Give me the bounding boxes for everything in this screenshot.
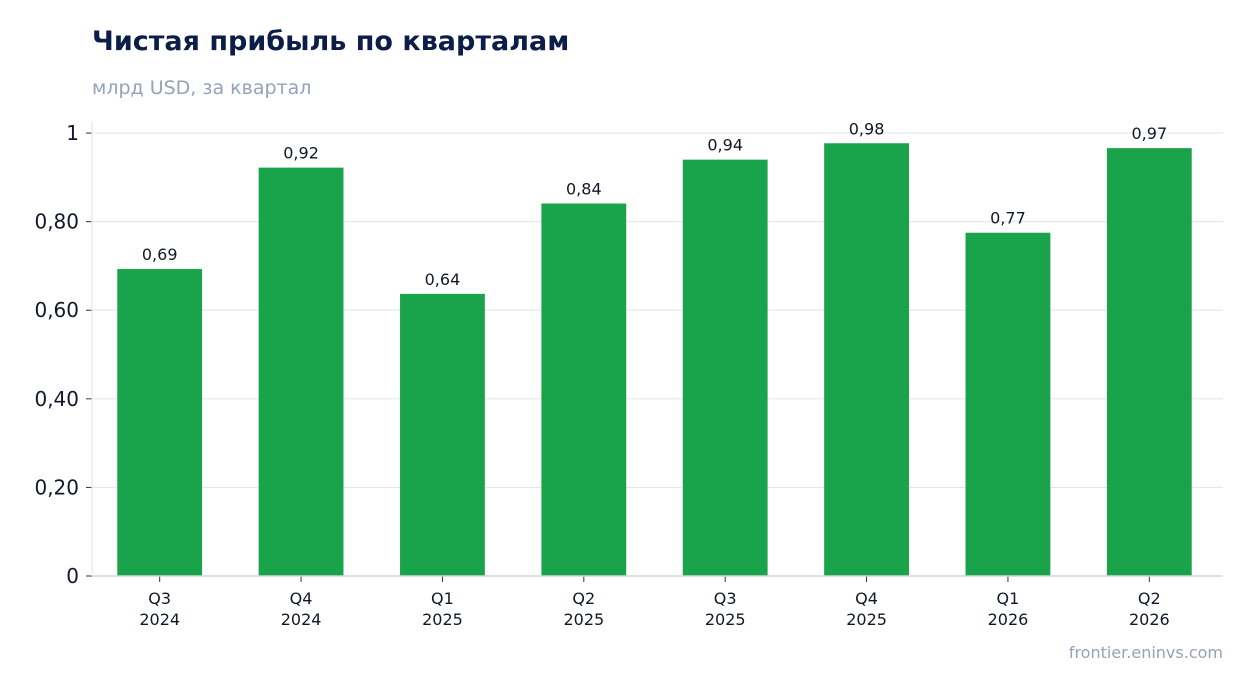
data-label: 0,64 bbox=[425, 270, 461, 289]
y-tick-label: 0,60 bbox=[34, 298, 79, 322]
y-tick-label: 0 bbox=[66, 564, 79, 588]
y-tick-label: 0,40 bbox=[34, 387, 79, 411]
x-tick-label-year: 2024 bbox=[281, 610, 322, 629]
chart-subtitle: млрд USD, за квартал bbox=[92, 77, 312, 99]
data-label: 0,98 bbox=[849, 119, 885, 138]
x-tick-label-quarter: Q1 bbox=[431, 589, 454, 608]
x-tick-label-quarter: Q1 bbox=[997, 589, 1020, 608]
x-tick-label-year: 2025 bbox=[422, 610, 463, 629]
y-tick-label: 0,80 bbox=[34, 210, 79, 234]
source-credit: frontier.eninvs.com bbox=[1068, 643, 1223, 662]
x-tick-label-quarter: Q4 bbox=[290, 589, 313, 608]
bar bbox=[682, 159, 768, 576]
x-tick-label-quarter: Q3 bbox=[148, 589, 171, 608]
bar bbox=[541, 203, 627, 576]
x-tick-label-year: 2025 bbox=[705, 610, 746, 629]
data-label: 0,77 bbox=[990, 209, 1026, 228]
data-label: 0,92 bbox=[283, 144, 319, 163]
bar bbox=[400, 293, 485, 576]
data-label: 0,94 bbox=[707, 136, 743, 155]
x-tick-label-quarter: Q2 bbox=[572, 589, 595, 608]
x-tick-label-year: 2024 bbox=[139, 610, 180, 629]
data-label: 0,84 bbox=[566, 179, 602, 198]
y-tick-label: 1 bbox=[66, 121, 79, 145]
bar bbox=[965, 232, 1051, 577]
bar bbox=[824, 143, 909, 576]
bar bbox=[117, 269, 203, 576]
bar bbox=[258, 167, 344, 576]
x-tick-label-year: 2025 bbox=[563, 610, 604, 629]
y-tick-label: 0,20 bbox=[34, 475, 79, 499]
chart-title: Чистая прибыль по кварталам bbox=[92, 26, 570, 57]
data-label: 0,69 bbox=[142, 245, 178, 264]
x-tick-label-year: 2026 bbox=[1129, 610, 1170, 629]
x-tick-label-quarter: Q4 bbox=[855, 589, 878, 608]
x-tick-label-year: 2026 bbox=[988, 610, 1029, 629]
x-tick-label-quarter: Q3 bbox=[714, 589, 737, 608]
x-tick-label-quarter: Q2 bbox=[1138, 589, 1161, 608]
x-tick-label-year: 2025 bbox=[846, 610, 887, 629]
data-label: 0,97 bbox=[1132, 124, 1168, 143]
bar bbox=[1106, 148, 1192, 576]
